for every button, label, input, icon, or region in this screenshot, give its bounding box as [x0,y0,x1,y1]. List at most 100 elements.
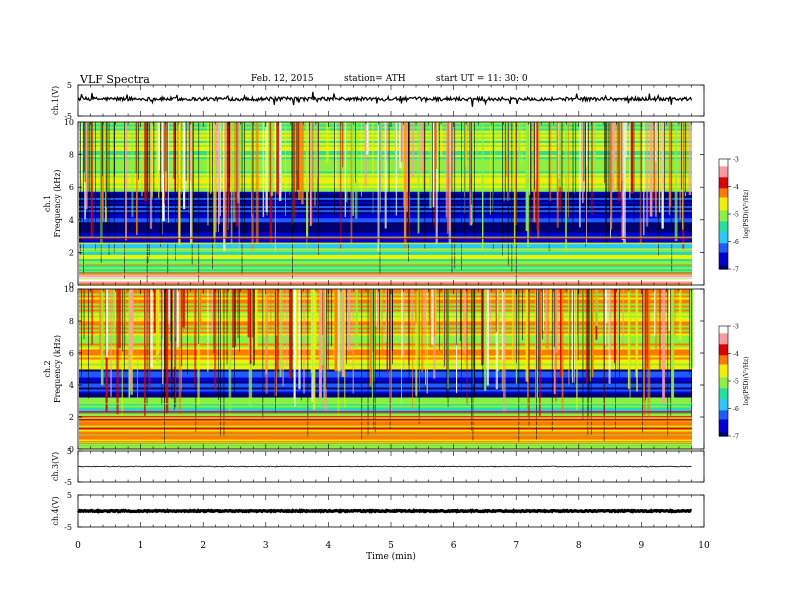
burst [384,122,387,229]
y-tick-label: 6 [69,183,74,192]
dropout [83,122,84,275]
burst [415,289,418,396]
burst [424,289,426,358]
dropout [292,122,293,279]
burst [167,122,169,223]
burst [181,122,182,195]
burst [144,122,147,202]
burst [262,122,265,217]
colorbar-segment [719,360,728,364]
frequency-band [79,274,692,278]
colorbar-segment [719,382,728,386]
burst [585,289,589,384]
burst [345,122,348,203]
frequency-band [79,383,692,386]
burst [560,289,562,377]
colorbar-segment [719,386,728,389]
dropout [165,122,167,172]
dropout [606,122,607,245]
frequency-band [79,401,692,404]
burst [214,289,217,391]
burst [144,289,146,416]
burst [232,122,236,223]
frequency-band [79,329,692,332]
burst [174,289,177,337]
dropout [135,122,137,174]
burst [400,122,402,163]
burst [336,289,339,355]
dropout [582,289,584,421]
frequency-band [79,278,692,282]
burst [591,122,593,215]
burst [565,122,567,251]
burst [399,122,402,169]
dropout [472,289,474,441]
burst [100,289,104,386]
burst [445,122,448,218]
burst [426,289,428,394]
burst [618,289,620,361]
burst [496,289,500,372]
burst [421,289,423,373]
dropout [327,289,329,370]
frequency-band [79,299,692,302]
burst [386,122,388,162]
frequency-band [79,264,692,268]
burst [671,289,675,404]
burst [377,122,380,252]
burst [661,122,665,192]
dropout [170,289,172,342]
colorbar-segment [719,170,728,173]
dropout [165,289,166,383]
dropout [605,122,606,237]
burst [194,289,195,388]
dropout [388,122,390,217]
colorbar-segment [719,192,728,195]
frequency-band [79,393,692,396]
burst [611,122,615,193]
burst [503,122,505,202]
burst [448,122,452,244]
frequency-band [79,244,692,247]
frequency-band [79,232,692,235]
burst [293,289,296,328]
colorbar-segment [719,230,728,233]
frequency-band [79,407,692,410]
frequency-band [79,229,692,233]
colorbar-segment [719,226,728,230]
colorbar-segment [719,419,728,422]
frequency-band [79,337,692,340]
burst [533,122,535,167]
burst [608,289,611,384]
colorbar-segment [719,261,728,265]
burst [558,122,560,180]
frequency-band [79,291,692,294]
dropout [334,122,335,217]
burst [360,122,362,197]
narrowband-line [79,416,692,418]
dropout [681,122,682,190]
dropout [229,122,230,216]
dropout [583,122,585,182]
dropout [536,289,537,440]
dropout [102,122,103,176]
colorbar-segment [719,203,728,206]
burst [125,289,126,345]
narrowband-line [79,248,692,250]
dropout [195,289,197,432]
burst [285,122,286,216]
colorbar-segment [719,182,728,186]
colorbar-segment [719,206,728,210]
burst [463,289,466,353]
chart-title: VLF Spectra [80,73,150,86]
dropout [572,122,574,230]
colorbar-segment [719,327,728,331]
burst [385,289,387,342]
colorbar-segment [719,162,728,166]
dropout [318,122,319,255]
colorbar-segment [719,250,728,254]
burst [214,122,217,164]
burst [131,289,134,333]
dropout [209,122,211,236]
frequency-band [79,429,692,432]
